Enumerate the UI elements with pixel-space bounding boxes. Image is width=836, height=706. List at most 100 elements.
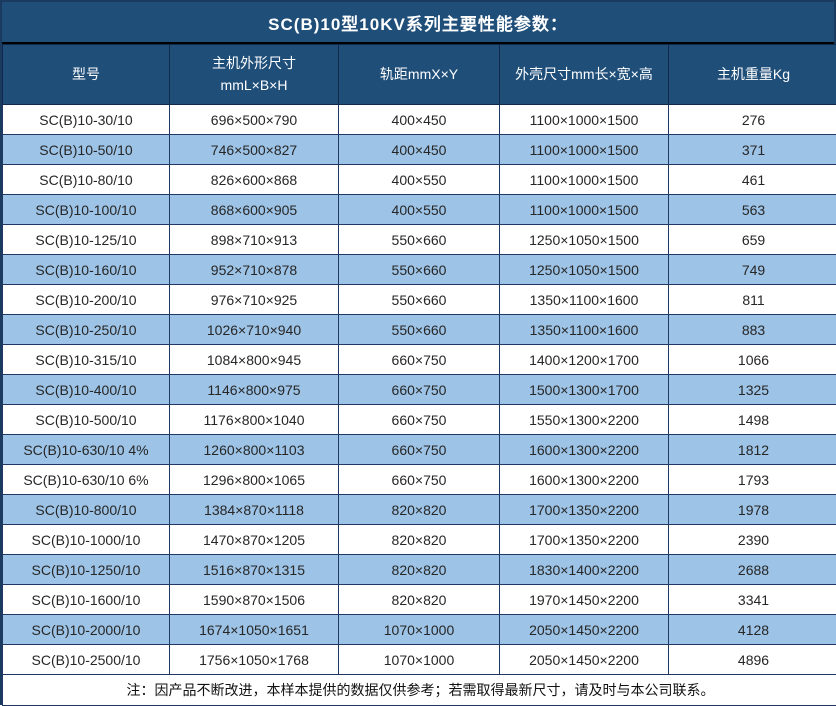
table-cell: 1590×870×1506	[170, 585, 339, 615]
table-cell: 1146×800×975	[170, 375, 339, 405]
table-cell: 1470×870×1205	[170, 525, 339, 555]
column-header-0: 型号	[3, 45, 170, 105]
table-cell: 659	[669, 225, 836, 255]
table-cell: 400×550	[339, 195, 500, 225]
table-cell: 826×600×868	[170, 165, 339, 195]
table-cell: 400×450	[339, 135, 500, 165]
table-cell: 550×660	[339, 225, 500, 255]
table-cell: 660×750	[339, 435, 500, 465]
table-cell: SC(B)10-1000/10	[3, 525, 170, 555]
table-cell: SC(B)10-500/10	[3, 405, 170, 435]
table-cell: 1084×800×945	[170, 345, 339, 375]
table-cell: SC(B)10-80/10	[3, 165, 170, 195]
table-cell: 1250×1050×1500	[500, 225, 669, 255]
table-cell: 660×750	[339, 465, 500, 495]
table-cell: 563	[669, 195, 836, 225]
footnote: 注：因产品不断改进，本样本提供的数据仅供参考；若需取得最新尺寸，请及时与本公司联…	[3, 675, 836, 706]
column-header-sublabel: mmL×B×H	[172, 75, 336, 97]
table-cell: 461	[669, 165, 836, 195]
table-cell: 276	[669, 105, 836, 135]
table-cell: 1260×800×1103	[170, 435, 339, 465]
table-cell: 1756×1050×1768	[170, 645, 339, 675]
table-cell: 1100×1000×1500	[500, 135, 669, 165]
table-cell: SC(B)10-125/10	[3, 225, 170, 255]
table-cell: 898×710×913	[170, 225, 339, 255]
table-cell: SC(B)10-160/10	[3, 255, 170, 285]
table-cell: 749	[669, 255, 836, 285]
table-cell: 2688	[669, 555, 836, 585]
table-cell: SC(B)10-100/10	[3, 195, 170, 225]
note-row: 注：因产品不断改进，本样本提供的数据仅供参考；若需取得最新尺寸，请及时与本公司联…	[3, 675, 836, 706]
table-cell: 1830×1400×2200	[500, 555, 669, 585]
table-cell: 820×820	[339, 495, 500, 525]
table-cell: 1500×1300×1700	[500, 375, 669, 405]
table-cell: 811	[669, 285, 836, 315]
column-header-label: 主机重量Kg	[671, 64, 836, 86]
table-cell: 2050×1450×2200	[500, 615, 669, 645]
table-cell: 660×750	[339, 405, 500, 435]
table-cell: 550×660	[339, 315, 500, 345]
table-cell: SC(B)10-315/10	[3, 345, 170, 375]
column-header-label: 轨距mmX×Y	[341, 64, 497, 86]
table-cell: SC(B)10-250/10	[3, 315, 170, 345]
table-cell: 400×550	[339, 165, 500, 195]
table-cell: 820×820	[339, 585, 500, 615]
table-cell: 1600×1300×2200	[500, 465, 669, 495]
table-cell: 820×820	[339, 525, 500, 555]
table-cell: 1350×1100×1600	[500, 285, 669, 315]
table-cell: 1674×1050×1651	[170, 615, 339, 645]
table-cell: 1700×1350×2200	[500, 525, 669, 555]
table-cell: SC(B)10-2500/10	[3, 645, 170, 675]
table-cell: 1793	[669, 465, 836, 495]
table-footer: 注：因产品不断改进，本样本提供的数据仅供参考；若需取得最新尺寸，请及时与本公司联…	[3, 675, 836, 706]
table-cell: 4896	[669, 645, 836, 675]
table-cell: SC(B)10-400/10	[3, 375, 170, 405]
table-cell: 1350×1100×1600	[500, 315, 669, 345]
table-cell: 660×750	[339, 345, 500, 375]
table-cell: SC(B)10-2000/10	[3, 615, 170, 645]
table-cell: SC(B)10-1250/10	[3, 555, 170, 585]
table-cell: 400×450	[339, 105, 500, 135]
table-cell: 1100×1000×1500	[500, 165, 669, 195]
table-cell: 1070×1000	[339, 615, 500, 645]
table-cell: SC(B)10-800/10	[3, 495, 170, 525]
column-header-label: 外壳尺寸mm长×宽×高	[502, 64, 666, 86]
table-cell: 1700×1350×2200	[500, 495, 669, 525]
table-cell: 1100×1000×1500	[500, 105, 669, 135]
table-cell: 3341	[669, 585, 836, 615]
table-cell: 1250×1050×1500	[500, 255, 669, 285]
table-cell: SC(B)10-630/10 4%	[3, 435, 170, 465]
table-cell: 883	[669, 315, 836, 345]
table-cell: 1325	[669, 375, 836, 405]
table-cell: 1600×1300×2200	[500, 435, 669, 465]
table-cell: 820×820	[339, 555, 500, 585]
table-cell: 1296×800×1065	[170, 465, 339, 495]
table-cell: 696×500×790	[170, 105, 339, 135]
column-header-label: 型号	[5, 64, 167, 86]
table-cell: 1100×1000×1500	[500, 195, 669, 225]
table-cell: SC(B)10-30/10	[3, 105, 170, 135]
table-cell: SC(B)10-630/10 6%	[3, 465, 170, 495]
table-cell: 4128	[669, 615, 836, 645]
table-cell: 746×500×827	[170, 135, 339, 165]
table-cell: 976×710×925	[170, 285, 339, 315]
table-cell: 1498	[669, 405, 836, 435]
